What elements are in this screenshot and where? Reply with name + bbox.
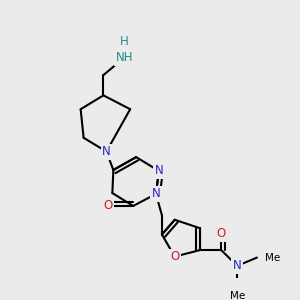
Text: O: O bbox=[104, 200, 113, 212]
Text: N: N bbox=[233, 260, 242, 272]
Text: O: O bbox=[170, 250, 179, 263]
Text: N: N bbox=[152, 188, 160, 200]
Text: N: N bbox=[154, 164, 163, 177]
Text: Me: Me bbox=[265, 253, 280, 262]
Text: NH: NH bbox=[116, 51, 133, 64]
Text: H: H bbox=[120, 35, 129, 48]
Text: N: N bbox=[102, 145, 111, 158]
Text: Me: Me bbox=[230, 291, 245, 300]
Text: O: O bbox=[217, 227, 226, 240]
